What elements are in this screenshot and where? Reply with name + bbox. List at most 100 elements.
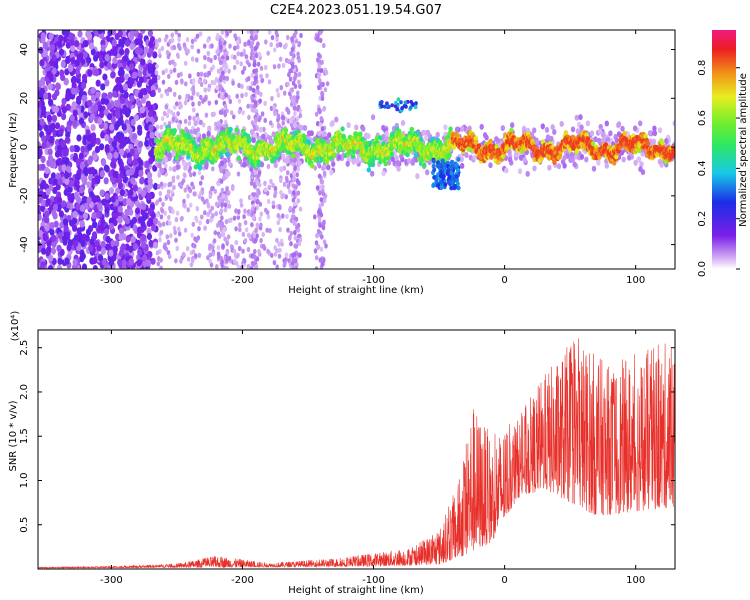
spectrogram-cell — [209, 66, 214, 72]
spectrogram-cell — [239, 202, 244, 208]
spectrogram-cell — [86, 56, 92, 64]
spectrogram-cell — [139, 106, 146, 114]
spectrogram-cell — [39, 182, 45, 190]
spectrogram-cell — [79, 186, 85, 194]
spectrogram-cell — [219, 60, 223, 66]
spectrogram-cell — [56, 144, 63, 152]
spectrogram-cell — [201, 122, 206, 128]
spectrogram-cell — [144, 139, 150, 148]
spectrogram-cell — [236, 155, 241, 161]
spectrogram-cell — [378, 135, 383, 141]
spectrogram-cell — [224, 92, 228, 98]
spectrogram-cell — [652, 130, 658, 137]
spectrogram-cell — [297, 71, 302, 77]
spectrogram-cell — [241, 110, 245, 116]
spectrogram-cell — [316, 52, 321, 58]
spectrogram-cell — [525, 170, 530, 177]
spectrogram-cell — [166, 189, 171, 195]
spectrogram-cell — [118, 233, 124, 241]
spectrogram-cell — [321, 220, 326, 226]
spectrogram-cell — [206, 56, 211, 62]
spectrogram-cell — [119, 48, 125, 56]
spectrogram-cell — [99, 170, 105, 178]
spectrogram-cell — [266, 214, 271, 220]
spectrogram-cell — [157, 184, 161, 190]
spectrogram-cell — [136, 100, 142, 108]
spectrogram-cell — [99, 189, 105, 197]
spectrogram-cell — [124, 217, 130, 225]
spectrogram-cell — [237, 82, 241, 88]
spectrogram-cell — [97, 202, 103, 210]
spectrogram-cell — [73, 180, 79, 188]
spectrogram-cell — [228, 126, 233, 132]
spectrogram-cell — [604, 162, 609, 169]
spectrogram-cell — [579, 124, 584, 131]
spectrogram-cell — [104, 165, 110, 173]
spectrogram-cell — [87, 143, 93, 151]
spectrogram-cell — [253, 100, 258, 106]
spectrogram-cell — [164, 68, 168, 74]
spectrogram-cell — [129, 168, 135, 176]
spectrogram-cell — [101, 159, 107, 167]
spectrogram-cell — [154, 70, 159, 76]
spectrogram-cell — [125, 235, 131, 243]
spectrogram-cell — [176, 53, 180, 60]
spectrogram-cell — [182, 160, 187, 167]
spectrogram-cell — [358, 131, 363, 137]
spectrogram-cell — [366, 133, 371, 140]
spectrogram-cell — [155, 124, 160, 130]
spectrogram-cell — [49, 44, 56, 52]
spectrogram-cell — [45, 249, 51, 257]
spectrogram-cell — [222, 59, 227, 65]
spectrogram-cell — [289, 230, 294, 236]
spectrogram-cell — [192, 191, 197, 197]
spectrogram-cell — [101, 198, 107, 206]
spectrogram-cell — [79, 220, 85, 228]
spectrogram-cell — [400, 120, 406, 126]
spectrogram-cell — [72, 109, 78, 117]
spectrogram-cell — [118, 249, 124, 257]
spectrogram-cell — [227, 94, 231, 100]
spectrogram-cell — [244, 227, 249, 233]
spectrogram-cell — [167, 182, 171, 188]
spectrogram-cell — [318, 109, 322, 115]
spectrogram-cell — [123, 54, 129, 63]
spectrogram-cell — [286, 109, 291, 115]
spectrogram-cell — [177, 226, 181, 232]
spectrogram-cell — [293, 110, 297, 116]
spectrogram-cell — [97, 104, 103, 112]
spectrogram-cell — [460, 162, 465, 169]
spectrogram-cell — [266, 248, 270, 254]
spectrogram-cell — [266, 198, 271, 204]
spectrogram-cell — [152, 217, 159, 225]
spectrogram-cell — [253, 248, 257, 255]
spectrogram-cell — [140, 58, 146, 66]
spectrogram-cell — [206, 202, 211, 208]
spectrogram-cell — [313, 214, 317, 220]
spectrogram-cell — [94, 69, 100, 77]
spectrogram-cell — [50, 172, 57, 180]
spectrogram-cell — [140, 220, 146, 228]
spectrogram-cell — [214, 201, 219, 207]
spectrogram-cell — [265, 227, 270, 233]
spectrogram-cell — [272, 47, 277, 53]
spectrogram-cell — [296, 90, 300, 96]
spectrogram-cell — [290, 87, 295, 93]
spectrogram-cell — [56, 264, 63, 269]
spectrogram-cell — [62, 218, 68, 226]
spectrogram-cell — [203, 225, 207, 231]
spectrogram-cell — [61, 200, 67, 208]
spectrogram-cell — [104, 145, 110, 154]
spectrogram-cell — [317, 63, 322, 69]
spectrogram-cell — [128, 63, 135, 71]
spectrogram-cell — [148, 124, 154, 132]
spectrogram-cell — [147, 207, 153, 215]
spectrogram-cell — [291, 64, 295, 70]
spectrogram-cell — [80, 239, 86, 247]
spectrogram-cell — [251, 260, 255, 266]
spectrogram-cell — [267, 184, 272, 190]
spectrogram-cell — [210, 205, 215, 211]
spectrogram-cell — [232, 215, 237, 221]
spectrogram-cell — [199, 94, 203, 100]
